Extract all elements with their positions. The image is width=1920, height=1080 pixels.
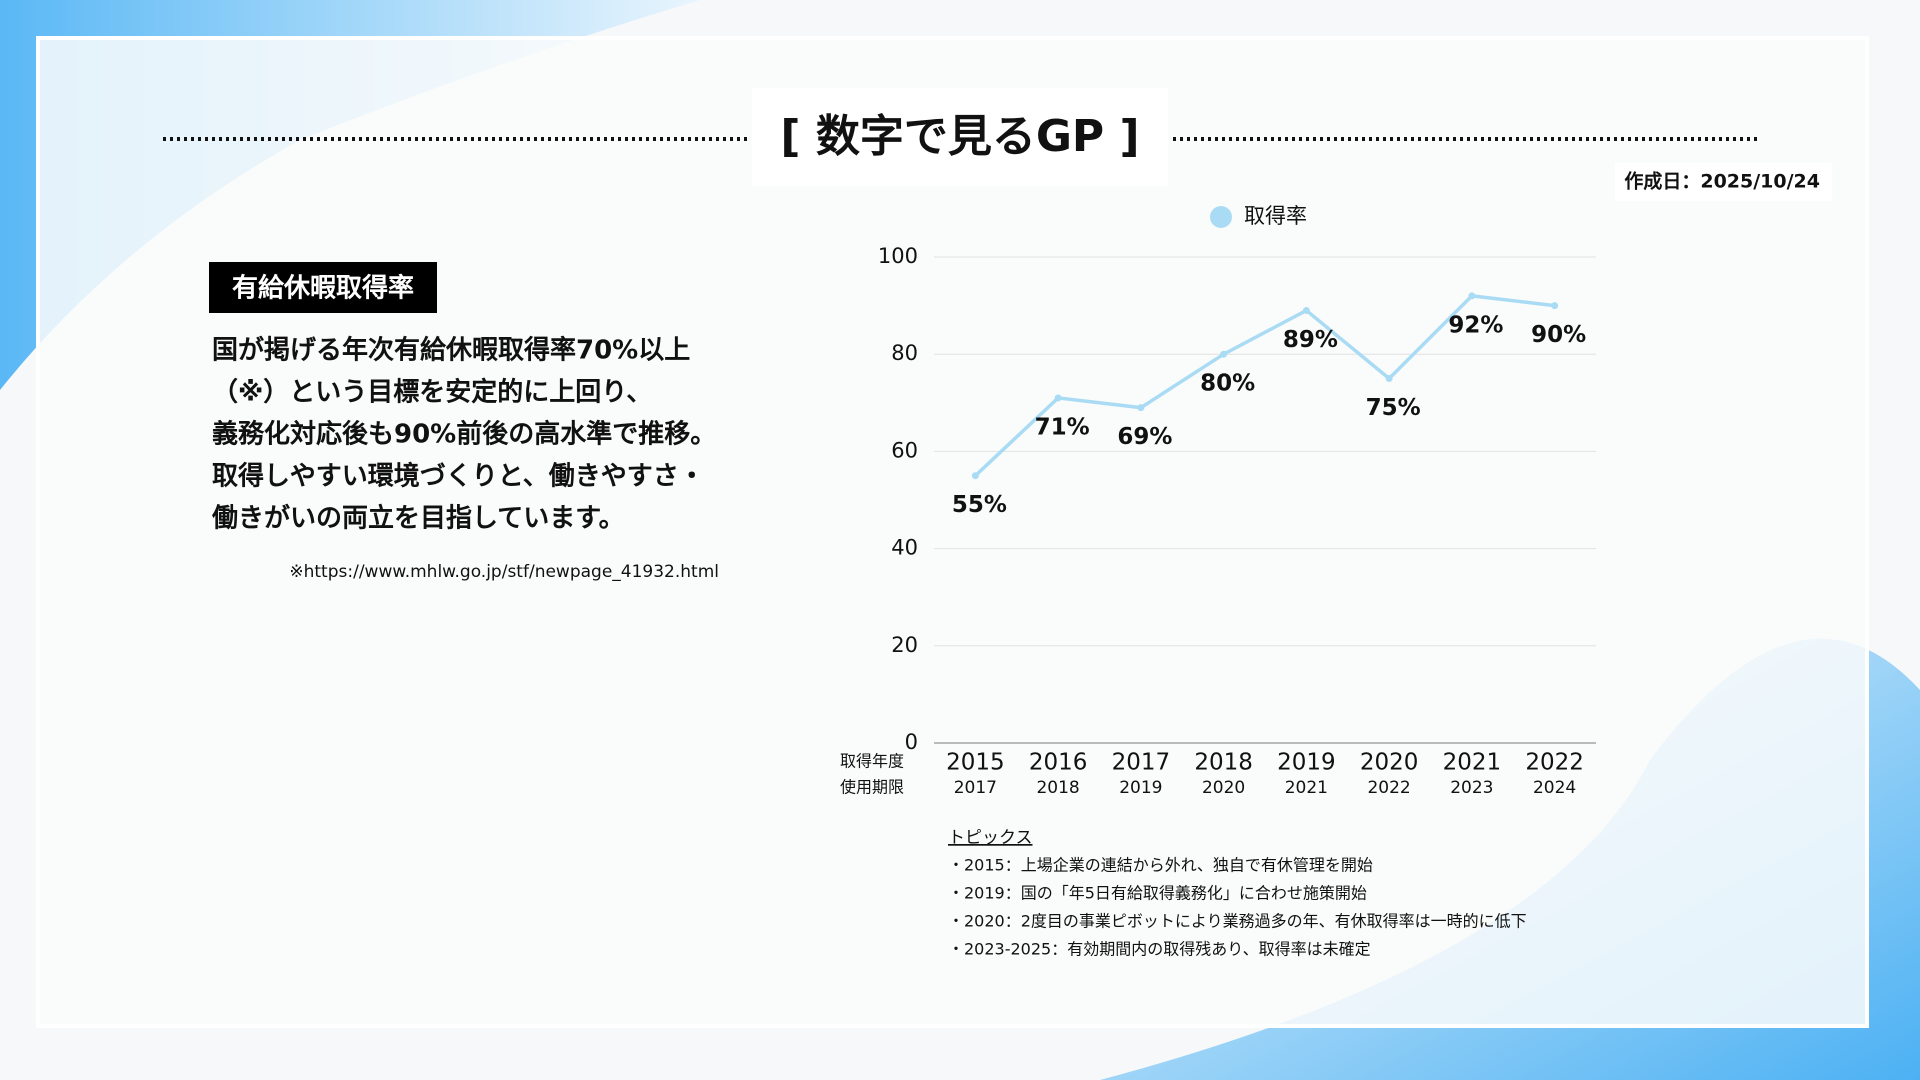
y-tick-label: 0 — [905, 730, 918, 754]
y-tick-label: 60 — [891, 438, 918, 462]
label-box — [209, 262, 437, 313]
title: [ 数字で見るGP ] — [780, 111, 1139, 162]
value-label: 75% — [1366, 395, 1421, 421]
card — [36, 36, 1869, 1028]
topics-title: トピックス — [948, 828, 1033, 848]
x-tick-label: 2016 — [1029, 750, 1088, 776]
y-tick-label: 80 — [891, 341, 918, 365]
row-label: 取得年度 — [840, 752, 904, 771]
row-label: 使用期限 — [840, 778, 904, 797]
summary-line: 義務化対応後も90%前後の高水準で推移。 — [212, 419, 716, 450]
point — [1551, 302, 1559, 310]
note: ※https://www.mhlw.go.jp/stf/newpage_4193… — [289, 562, 719, 582]
point — [1220, 350, 1228, 358]
summary-line: （※）という目標を安定的に上回り、 — [212, 377, 652, 408]
topics: ・2015：上場企業の連結から外れ、独自で有休管理を開始・2019：国の「年5日… — [948, 856, 1527, 959]
topic-item: ・2019：国の「年5日有給取得義務化」に合わせ施策開始 — [948, 884, 1367, 903]
summary-text: 国が掲げる年次有給休暇取得率70%以上 （※）という目標を安定的に上回り、義務化対… — [211, 335, 716, 534]
value-label: 69% — [1117, 424, 1172, 450]
x-tick-label: 2019 — [1277, 750, 1336, 776]
x-sub-label: 2020 — [1202, 778, 1245, 798]
date: 作成日：2025/10/24 — [1624, 170, 1820, 193]
label: 有給休暇取得率 — [232, 273, 414, 304]
x-tick-label: 2022 — [1525, 750, 1584, 776]
x-tick-label: 2021 — [1443, 750, 1502, 776]
summary-line: 働きがいの両立を目指しています。 — [211, 503, 625, 534]
x-sub-label: 2024 — [1533, 778, 1576, 798]
value-label: 89% — [1283, 327, 1338, 353]
legend-label: 取得率 — [1244, 204, 1307, 228]
summary-line: 国が掲げる年次有給休暇取得率70%以上 — [212, 335, 690, 366]
point — [1302, 306, 1310, 314]
point — [1054, 394, 1062, 402]
value-label: 80% — [1200, 371, 1255, 397]
chart: 0204060801002015201720162018201720192018… — [840, 204, 1596, 798]
y-tick-label: 100 — [878, 244, 918, 268]
x-sub-label: 2019 — [1119, 778, 1162, 798]
topic-item: ・2015：上場企業の連結から外れ、独自で有休管理を開始 — [948, 856, 1373, 875]
x-tick-label: 2015 — [946, 750, 1005, 776]
topic-item: ・2020：2度目の事業ピボットにより業務過多の年、有休取得率は一時的に低下 — [948, 912, 1527, 931]
x-sub-label: 2023 — [1450, 778, 1493, 798]
y-tick-label: 20 — [891, 633, 918, 657]
x-sub-label: 2018 — [1036, 778, 1079, 798]
x-sub-label: 2021 — [1285, 778, 1328, 798]
x-tick-label: 2017 — [1112, 750, 1171, 776]
value-label: 71% — [1035, 414, 1090, 440]
x-tick-label: 2018 — [1194, 750, 1253, 776]
topic-item: ・2023-2025：有効期間内の取得残あり、取得率は未確定 — [948, 940, 1371, 959]
title-box — [752, 88, 1168, 186]
value-label: 55% — [952, 492, 1007, 518]
point — [1137, 404, 1145, 412]
value-label: 90% — [1531, 322, 1586, 348]
x-tick-label: 2020 — [1360, 750, 1419, 776]
date-box — [1615, 163, 1832, 201]
series-line — [974, 294, 1555, 477]
point — [1385, 375, 1393, 382]
point — [971, 472, 979, 480]
y-tick-label: 40 — [891, 536, 918, 560]
point — [1468, 292, 1476, 300]
legend-marker — [1210, 206, 1232, 228]
x-sub-label: 2017 — [954, 778, 997, 798]
x-sub-label: 2022 — [1367, 778, 1410, 798]
value-label: 92% — [1448, 312, 1503, 338]
summary-line: 取得しやすい環境づくりと、働きやすさ・ — [212, 461, 705, 492]
